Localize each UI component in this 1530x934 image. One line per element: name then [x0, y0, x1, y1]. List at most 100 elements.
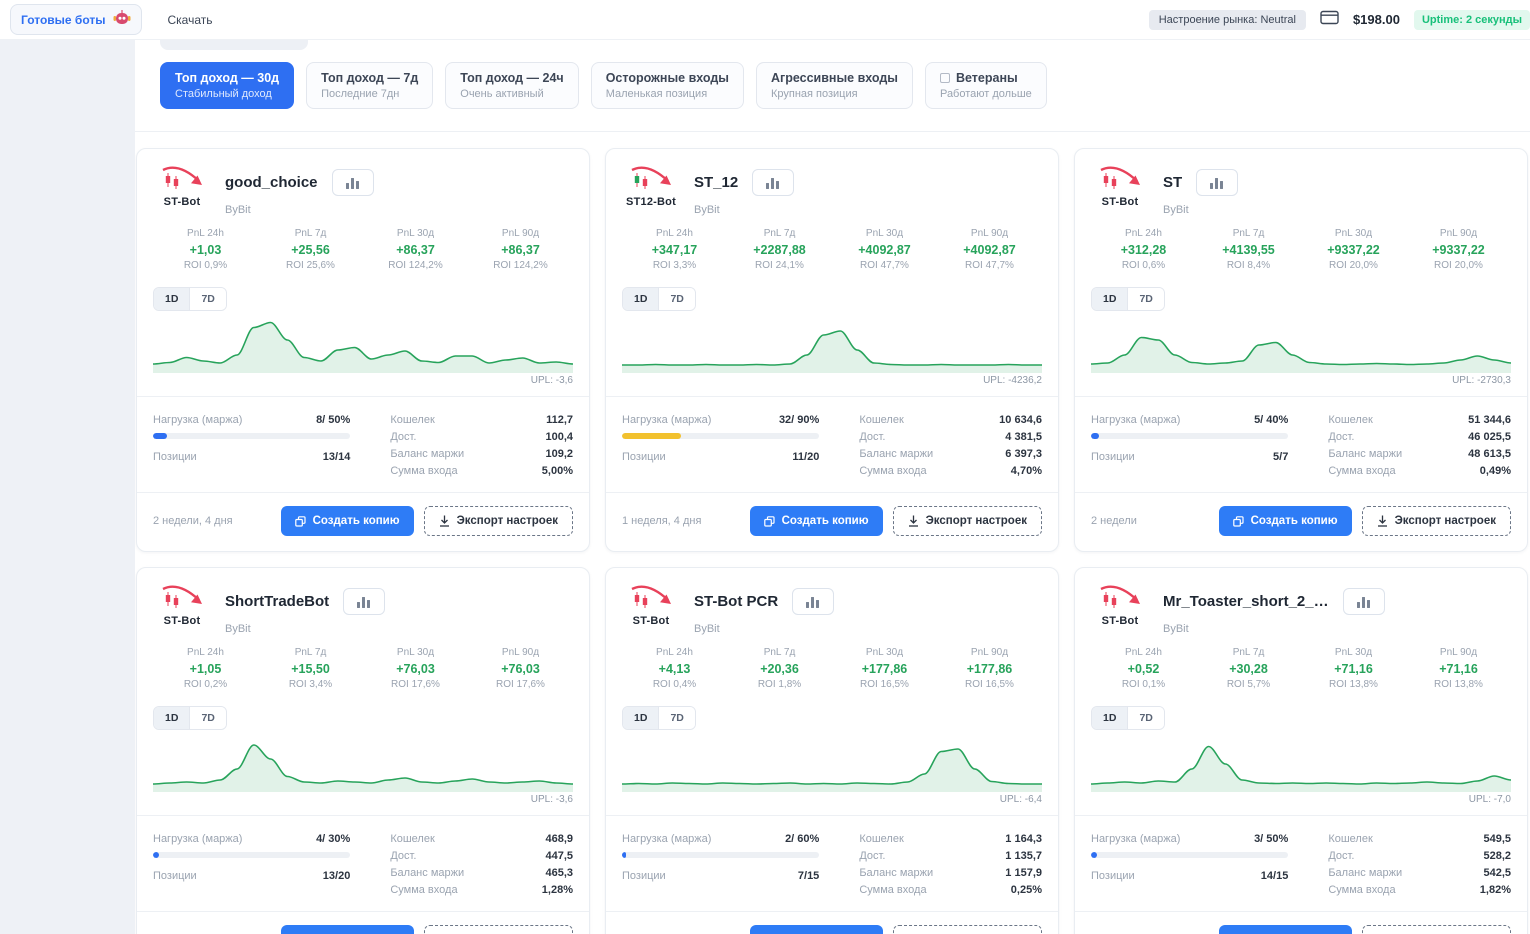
- entry-sum-label: Сумма входа: [1328, 884, 1396, 896]
- bot-name: ShortTradeBot: [225, 593, 330, 610]
- download-link[interactable]: Скачать: [167, 12, 213, 27]
- filter-tab-title: Ветераны: [955, 71, 1018, 85]
- pnl-stat: PnL 7д +2287,88 ROI 24,1%: [727, 228, 832, 271]
- chart-stats-button[interactable]: [343, 588, 386, 615]
- checkbox-icon[interactable]: [939, 73, 950, 83]
- chart-stats-button[interactable]: [331, 169, 374, 196]
- create-copy-label: Создать копию: [781, 515, 869, 527]
- pnl-period-label: PnL 30д: [1334, 228, 1373, 239]
- wallet-icon[interactable]: [1320, 10, 1339, 30]
- toggle-1d[interactable]: 1D: [1092, 707, 1128, 729]
- pnl-period-label: PnL 24h: [656, 228, 693, 239]
- ready-bots-button[interactable]: Готовые боты: [10, 4, 142, 35]
- export-settings-button[interactable]: Экспорт настроек: [892, 506, 1042, 536]
- bar-chart-icon: [1210, 177, 1224, 189]
- toggle-1d[interactable]: 1D: [154, 288, 190, 310]
- create-copy-button[interactable]: Создать копию: [749, 506, 883, 536]
- create-copy-button[interactable]: Создать копию: [749, 925, 883, 934]
- margin-balance-value: 1 157,9: [1005, 867, 1042, 879]
- toggle-7d[interactable]: 7D: [658, 707, 695, 729]
- chart-stats-button[interactable]: [1342, 588, 1385, 615]
- export-settings-button[interactable]: Экспорт настроек: [423, 506, 573, 536]
- toggle-1d[interactable]: 1D: [623, 288, 659, 310]
- create-copy-button[interactable]: Создать копию: [280, 506, 414, 536]
- chart-stats-button[interactable]: [792, 588, 835, 615]
- pnl-roi: ROI 3,4%: [288, 679, 333, 690]
- filter-tab[interactable]: Ветераны Работают дольше: [924, 62, 1047, 109]
- create-copy-button[interactable]: Создать копию: [280, 925, 414, 934]
- divider: [1075, 911, 1527, 912]
- toggle-7d[interactable]: 7D: [189, 707, 226, 729]
- export-settings-label: Экспорт настроек: [1394, 515, 1496, 527]
- filter-tab[interactable]: Осторожные входы Маленькая позиция: [590, 62, 744, 109]
- toggle-7d[interactable]: 7D: [1127, 707, 1164, 729]
- export-settings-button[interactable]: Экспорт настроек: [1361, 925, 1511, 934]
- bar-chart-icon: [806, 596, 820, 608]
- positions-value: 14/15: [1260, 870, 1289, 882]
- card-header: ST-Bot ST-Bot PCR ByBit: [622, 584, 1042, 635]
- pnl-period-label: PnL 7д: [763, 647, 796, 658]
- wallet-label: Кошелек: [390, 414, 435, 426]
- topbar: Готовые боты Скачать Настроение рынка: N…: [0, 0, 1530, 40]
- card-header-main: good_choice ByBit: [225, 165, 573, 216]
- entry-sum-value: 1,82%: [1479, 884, 1511, 896]
- entry-sum-value: 4,70%: [1010, 465, 1042, 477]
- filter-tab[interactable]: Топ доход — 30д Стабильный доход: [160, 62, 295, 109]
- load-progress-fill: [1091, 852, 1097, 858]
- chart-stats-button[interactable]: [752, 169, 795, 196]
- filter-tab[interactable]: Топ доход — 24ч Очень активный: [445, 62, 579, 109]
- pnl-period-label: PnL 24h: [1125, 647, 1162, 658]
- margin-balance-value: 6 397,3: [1005, 448, 1042, 460]
- margin-balance-label: Баланс маржи: [859, 448, 934, 460]
- pnl-stat: PnL 7д +30,28 ROI 5,7%: [1196, 647, 1301, 690]
- pnl-stat: PnL 7д +4139,55 ROI 8,4%: [1196, 228, 1301, 271]
- filter-tab[interactable]: Топ доход — 7д Последние 7дн: [306, 62, 434, 109]
- create-copy-button[interactable]: Создать копию: [1218, 506, 1352, 536]
- pnl-value: +9337,22: [1327, 243, 1380, 257]
- toggle-7d[interactable]: 7D: [658, 288, 695, 310]
- pnl-stat: PnL 7д +20,36 ROI 1,8%: [727, 647, 832, 690]
- toggle-7d[interactable]: 7D: [189, 288, 226, 310]
- bot-logo-text: ST-Bot: [163, 615, 201, 627]
- margin-balance-label: Баланс маржи: [1328, 867, 1403, 879]
- toggle-1d[interactable]: 1D: [154, 707, 190, 729]
- pnl-value: +312,28: [1120, 243, 1167, 257]
- exchange-label: ByBit: [694, 623, 720, 635]
- pnl-stat: PnL 30д +86,37 ROI 124,2%: [363, 228, 468, 271]
- bot-card: ST-Bot ST-Bot PCR ByBit PnL 24h +4,13 ROI: [605, 567, 1059, 934]
- wallet-label: Кошелек: [859, 414, 904, 426]
- toggle-1d[interactable]: 1D: [623, 707, 659, 729]
- load-progress-track: [1091, 852, 1289, 858]
- pnl-value: +86,37: [501, 243, 540, 257]
- exchange-label: ByBit: [1163, 623, 1189, 635]
- export-settings-button[interactable]: Экспорт настроек: [423, 925, 573, 934]
- filter-tab[interactable]: Агрессивные входы Крупная позиция: [755, 62, 913, 109]
- filter-tab-title: Топ доход — 24ч: [460, 71, 564, 85]
- load-progress-fill: [622, 433, 682, 439]
- export-settings-button[interactable]: Экспорт настроек: [892, 925, 1042, 934]
- download-icon: [908, 515, 918, 527]
- period-toggle: 1D 7D: [153, 706, 227, 730]
- export-settings-button[interactable]: Экспорт настроек: [1361, 506, 1511, 536]
- filter-tab-title-row: Топ доход — 24ч: [460, 71, 563, 85]
- load-value: 5/ 40%: [1254, 414, 1289, 426]
- toggle-1d[interactable]: 1D: [1092, 288, 1128, 310]
- card-header-main: Mr_Toaster_short_2_… ByBit: [1163, 584, 1511, 635]
- available-value: 100,4: [545, 431, 573, 443]
- create-copy-button[interactable]: Создать копию: [1218, 925, 1352, 934]
- pnl-stats-row: PnL 24h +1,05 ROI 0,2% PnL 7д +15,50 ROI 3,4%…: [153, 647, 573, 690]
- available-label: Дост.: [390, 850, 417, 862]
- toggle-7d[interactable]: 7D: [1127, 288, 1164, 310]
- chart-stats-button[interactable]: [1196, 169, 1239, 196]
- available-value: 46 025,5: [1468, 431, 1511, 443]
- pnl-period-label: PnL 24h: [1125, 228, 1162, 239]
- pnl-value: +177,86: [966, 662, 1013, 676]
- pnl-roi: ROI 17,6%: [391, 679, 440, 690]
- entry-sum-value: 0,25%: [1010, 884, 1042, 896]
- bar-chart-icon: [357, 596, 371, 608]
- divider: [606, 911, 1058, 912]
- copy-icon: [763, 515, 775, 527]
- available-value: 4 381,5: [1005, 431, 1042, 443]
- wallet-label: Кошелек: [390, 833, 435, 845]
- exchange-label: ByBit: [1163, 204, 1189, 216]
